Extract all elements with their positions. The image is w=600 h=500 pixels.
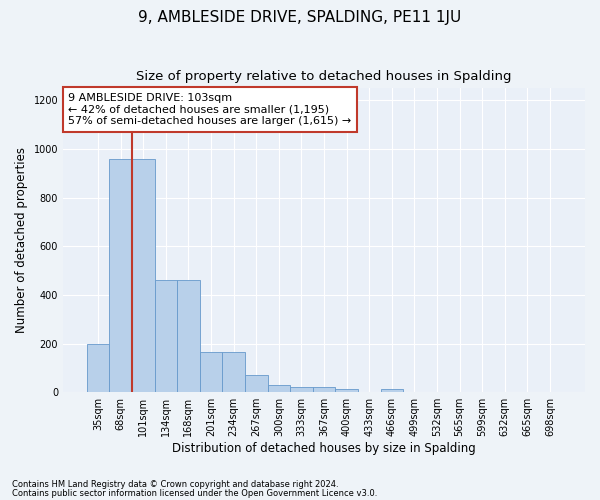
Y-axis label: Number of detached properties: Number of detached properties <box>15 148 28 334</box>
Bar <box>200 352 223 392</box>
Bar <box>109 159 132 392</box>
Bar <box>380 389 403 392</box>
Bar <box>177 280 200 392</box>
Text: Contains HM Land Registry data © Crown copyright and database right 2024.: Contains HM Land Registry data © Crown c… <box>12 480 338 489</box>
Bar <box>87 344 109 392</box>
Bar <box>290 387 313 392</box>
Text: Contains public sector information licensed under the Open Government Licence v3: Contains public sector information licen… <box>12 488 377 498</box>
Bar <box>268 386 290 392</box>
Bar <box>132 159 155 392</box>
Bar <box>155 280 177 392</box>
Text: 9, AMBLESIDE DRIVE, SPALDING, PE11 1JU: 9, AMBLESIDE DRIVE, SPALDING, PE11 1JU <box>139 10 461 25</box>
Bar <box>313 388 335 392</box>
Text: 9 AMBLESIDE DRIVE: 103sqm
← 42% of detached houses are smaller (1,195)
57% of se: 9 AMBLESIDE DRIVE: 103sqm ← 42% of detac… <box>68 93 352 126</box>
Title: Size of property relative to detached houses in Spalding: Size of property relative to detached ho… <box>136 70 512 83</box>
X-axis label: Distribution of detached houses by size in Spalding: Distribution of detached houses by size … <box>172 442 476 455</box>
Bar <box>223 352 245 392</box>
Bar <box>245 375 268 392</box>
Bar <box>335 389 358 392</box>
